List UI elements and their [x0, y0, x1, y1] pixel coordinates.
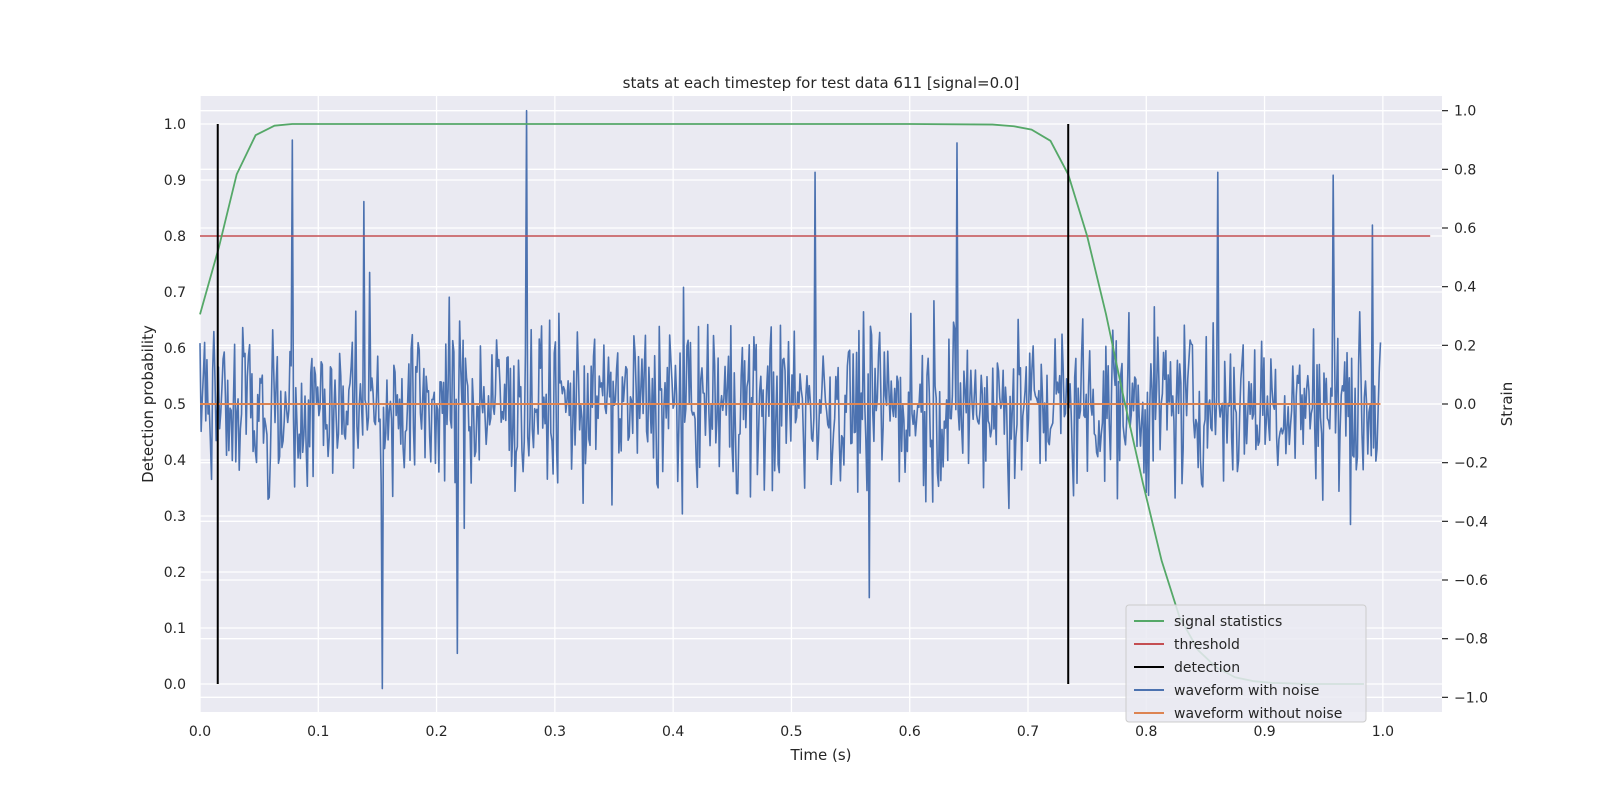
x-tick-label: 0.4: [662, 724, 684, 740]
x-tick-label: 0.8: [1135, 724, 1157, 740]
series-layer: [199, 109, 1431, 690]
y-axis-left: 0.0 0.1 0.2 0.3 0.4 0.5 0.6 0.7 0.8 0.9 1.0: [164, 117, 186, 693]
chart-title: stats at each timestep for test data 611…: [623, 74, 1020, 92]
legend: signal statistics threshold detection wavef…: [1125, 604, 1367, 723]
y-tick-label: 0.4: [164, 453, 186, 469]
y-tick-label: 0.8: [164, 229, 186, 245]
y2-tick-label: 0.0: [1454, 397, 1476, 413]
y-tick-label: 0.0: [164, 677, 186, 693]
y-tick-label: 0.3: [164, 509, 186, 525]
y2-axis-label: Strain: [1498, 382, 1516, 426]
x-tick-label: 0.1: [307, 724, 329, 740]
y-tick-label: 0.9: [164, 173, 186, 189]
legend-box: [1125, 604, 1367, 723]
legend-item-label: waveform with noise: [1174, 683, 1319, 699]
legend-item-label: signal statistics: [1174, 614, 1282, 630]
x-tick-label: 0.7: [1017, 724, 1039, 740]
x-tick-label: 0.2: [425, 724, 447, 740]
y2-tick-label: −0.2: [1454, 456, 1488, 472]
y2-tick-label: 0.2: [1454, 338, 1476, 354]
y-tick-label: 0.1: [164, 621, 186, 637]
x-axis-label: Time (s): [790, 746, 852, 764]
x-tick-label: 0.0: [189, 724, 211, 740]
y-tick-label: 0.6: [164, 341, 186, 357]
y2-tick-label: −0.4: [1454, 514, 1488, 530]
legend-item-label: detection: [1174, 660, 1240, 676]
legend-item-label: threshold: [1174, 637, 1240, 653]
y2-tick-label: 0.6: [1454, 221, 1476, 237]
x-tick-label: 0.5: [780, 724, 802, 740]
series-waveform-with-noise: [199, 109, 1382, 690]
y-tick-label: 0.2: [164, 565, 186, 581]
y-tick-label: 1.0: [164, 117, 186, 133]
y2-tick-label: 0.4: [1454, 280, 1476, 296]
y2-tick-label: −0.6: [1454, 573, 1488, 589]
x-axis: 0.0 0.1 0.2 0.3 0.4 0.5 0.6 0.7 0.8 0.9 1.0: [189, 724, 1394, 740]
y-axis-label: Detection probability: [139, 325, 157, 483]
x-tick-label: 0.6: [899, 724, 921, 740]
y2-tick-label: 1.0: [1454, 104, 1476, 120]
y2-tick-label: −1.0: [1454, 690, 1488, 706]
x-tick-label: 0.9: [1253, 724, 1275, 740]
x-tick-label: 0.3: [544, 724, 566, 740]
y2-tick-label: 0.8: [1454, 162, 1476, 178]
y-tick-label: 0.7: [164, 285, 186, 301]
x-tick-label: 1.0: [1372, 724, 1394, 740]
y-tick-label: 0.5: [164, 397, 186, 413]
legend-item-label: waveform without noise: [1174, 706, 1342, 722]
y2-tick-label: −0.8: [1454, 632, 1488, 648]
y-axis-right: −1.0 −0.8 −0.6 −0.4 −0.2 0.0 0.2 0.4 0.6 0.8 1.0: [1442, 104, 1488, 706]
